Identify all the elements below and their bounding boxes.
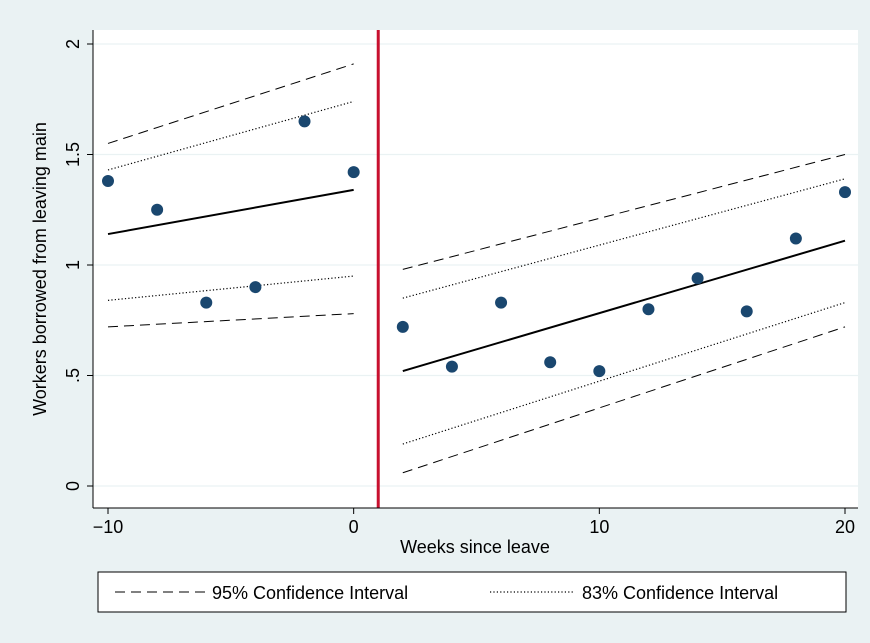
grid [93, 43, 858, 487]
ci95-lower-line [402, 326, 846, 474]
data-point [102, 175, 114, 188]
y-tick-label: 1 [63, 260, 83, 270]
legend-box [97, 571, 847, 613]
x-axis-label: Weeks since leave [400, 537, 550, 557]
legend: 95% Confidence Interval 83% Confidence I… [97, 571, 847, 613]
y-axis-label: Workers borrowed from leaving main [30, 122, 50, 416]
data-point [249, 281, 262, 294]
fit-line [402, 239, 846, 373]
data-point [789, 232, 802, 245]
data-point [593, 365, 606, 378]
ci83-lower-line [107, 275, 354, 301]
data-point [396, 320, 409, 333]
axes: 0 .5 1 1.5 2 −10 0 10 20 [63, 30, 858, 537]
data-point [347, 166, 360, 179]
data-point [691, 272, 704, 285]
plot-area [93, 30, 858, 508]
confidence-intervals [107, 63, 846, 474]
data-point [544, 356, 557, 369]
y-tick-label: .5 [63, 368, 83, 383]
data-point [445, 360, 458, 373]
ci95-upper-line [107, 63, 354, 144]
data-point [839, 186, 851, 199]
x-tick-label: 10 [589, 517, 609, 537]
data-point [298, 115, 311, 128]
fit-line [107, 188, 354, 236]
legend-label-83ci: 83% Confidence Interval [582, 583, 778, 603]
y-tick-label: 0 [63, 481, 83, 491]
data-points [102, 115, 851, 378]
data-point [151, 203, 164, 216]
legend-label-95ci: 95% Confidence Interval [212, 583, 408, 603]
fit-lines [107, 188, 846, 373]
x-tick-label: −10 [93, 517, 124, 537]
x-tick-label: 0 [349, 517, 359, 537]
x-tick-label: 20 [835, 517, 855, 537]
ci83-upper-line [402, 178, 846, 299]
ci95-upper-line [402, 154, 846, 270]
y-tick-label: 1.5 [63, 142, 83, 167]
y-tick-label: 2 [63, 39, 83, 49]
ci83-lower-line [402, 301, 846, 445]
data-point [642, 303, 655, 316]
data-point [200, 296, 213, 309]
data-point [495, 296, 508, 309]
ci95-lower-line [107, 313, 354, 328]
data-point [740, 305, 753, 318]
